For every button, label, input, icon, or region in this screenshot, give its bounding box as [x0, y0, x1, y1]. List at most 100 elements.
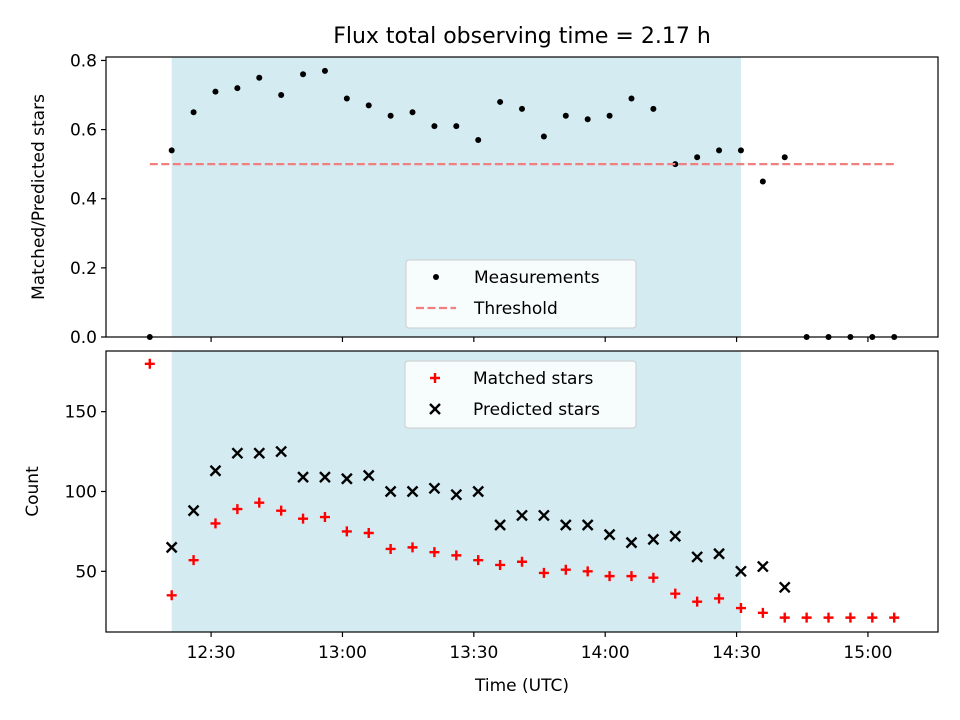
data-point: [429, 547, 440, 558]
data-point: [606, 112, 613, 119]
data-point: [581, 519, 594, 531]
data-point: [625, 536, 638, 549]
data-point: [256, 74, 263, 81]
data-point: [759, 178, 766, 185]
data-point: [713, 547, 725, 560]
data-point: [779, 612, 790, 623]
data-point: [363, 528, 374, 539]
data-point: [517, 556, 527, 567]
y-tick-label: 0.4: [70, 190, 97, 210]
data-point: [867, 612, 878, 623]
data-point: [473, 555, 484, 566]
y-tick-label: 0.2: [70, 259, 97, 279]
data-point: [540, 133, 547, 140]
data-point: [626, 571, 637, 582]
x-tick-label: 12:30: [187, 643, 236, 663]
data-point: [253, 447, 266, 460]
data-point: [781, 154, 788, 161]
x-tick-label: 13:30: [449, 643, 498, 663]
legend-label: Predicted stars: [473, 400, 600, 420]
legend-label: Matched stars: [473, 369, 593, 389]
data-point: [168, 147, 175, 154]
data-point: [778, 581, 791, 594]
data-point: [234, 85, 241, 92]
data-point: [756, 560, 769, 573]
data-point: [494, 519, 506, 531]
data-point: [340, 472, 353, 485]
data-point: [453, 123, 460, 130]
data-point: [604, 571, 615, 582]
data-point: [670, 588, 681, 599]
data-point: [603, 528, 616, 541]
data-point: [144, 358, 155, 369]
data-point: [232, 504, 243, 515]
data-point: [343, 95, 350, 102]
y-axis-label: Matched/Predicted stars: [29, 94, 49, 300]
series-measurements: [146, 67, 898, 340]
data-point: [385, 543, 396, 554]
data-point: [647, 533, 660, 546]
data-point: [519, 105, 525, 112]
data-point: [648, 572, 659, 583]
data-point: [362, 469, 375, 482]
ratio-panel: 0.0 0.2 0.4 0.6 0.8 Matched/Predicted stars Me…: [29, 51, 939, 348]
data-point: [165, 541, 178, 554]
data-point: [497, 98, 504, 105]
data-point: [584, 116, 591, 123]
data-point: [694, 154, 701, 161]
data-point: [321, 67, 328, 74]
data-point: [319, 471, 331, 483]
y-tick-label: 150: [65, 403, 97, 423]
data-point: [495, 559, 506, 570]
data-point: [187, 504, 200, 517]
data-point: [628, 95, 635, 102]
series-matched-stars: [144, 358, 900, 623]
data-point: [276, 505, 287, 516]
data-point: [450, 488, 463, 501]
y-tick-label: 100: [65, 483, 97, 503]
series-predicted-stars: [165, 445, 791, 594]
data-point: [735, 565, 747, 578]
data-point: [801, 612, 812, 623]
data-point: [845, 612, 856, 623]
data-point: [692, 596, 703, 607]
legend-label: Measurements: [474, 268, 600, 288]
x-tick-label: 15:00: [843, 643, 892, 663]
data-point: [716, 147, 723, 154]
data-point: [475, 136, 482, 143]
data-point: [428, 482, 441, 495]
x-tick-label: 13:00: [318, 643, 367, 663]
x-axis-label: Time (UTC): [474, 676, 569, 696]
data-point: [190, 109, 197, 116]
data-point: [823, 612, 834, 623]
count-panel: 50 100 150 12:30 13:00 13:30 14:00 14:30 15:00 Co…: [23, 350, 939, 663]
data-point: [212, 88, 219, 95]
data-point: [582, 566, 593, 577]
data-point: [188, 555, 199, 566]
data-point: [562, 112, 569, 119]
data-point: [559, 519, 572, 531]
x-tick-label: 14:00: [581, 643, 630, 663]
data-point: [275, 445, 288, 458]
data-point: [298, 513, 309, 524]
data-point: [757, 607, 768, 618]
data-point: [472, 485, 485, 498]
data-point: [407, 542, 418, 553]
data-point: [538, 509, 550, 522]
y-tick-label: 0.6: [70, 121, 97, 141]
data-point: [409, 109, 416, 116]
data-point: [231, 447, 244, 460]
data-point: [384, 485, 397, 498]
y-axis-label: Count: [23, 466, 43, 517]
data-point: [560, 564, 571, 575]
data-point: [387, 112, 394, 119]
chart-title: Flux total observing time = 2.17 h: [333, 24, 711, 49]
legend: Measurements Threshold: [405, 259, 637, 329]
data-point: [166, 590, 177, 601]
y-tick-label: 0.8: [70, 51, 97, 71]
data-point: [650, 105, 657, 112]
data-point: [319, 512, 330, 523]
data-point: [209, 464, 222, 477]
data-point: [297, 471, 309, 483]
